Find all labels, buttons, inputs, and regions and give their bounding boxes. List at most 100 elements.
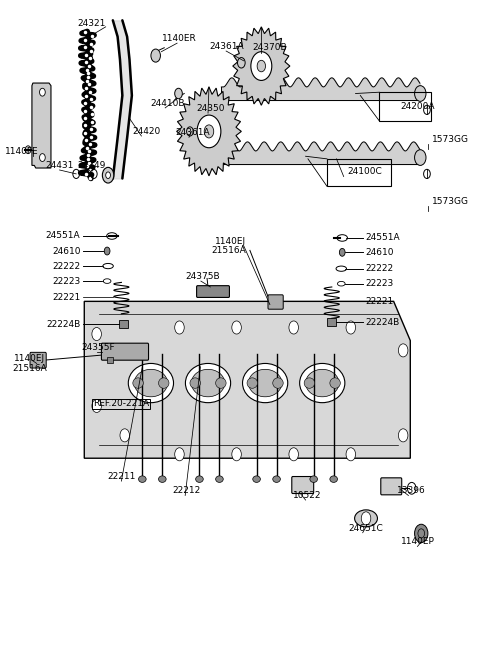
FancyBboxPatch shape bbox=[197, 286, 229, 297]
Text: 24610: 24610 bbox=[365, 248, 394, 257]
Ellipse shape bbox=[133, 378, 144, 388]
FancyBboxPatch shape bbox=[30, 352, 46, 368]
Ellipse shape bbox=[158, 378, 169, 388]
Circle shape bbox=[232, 321, 241, 334]
Ellipse shape bbox=[134, 369, 168, 397]
Ellipse shape bbox=[249, 369, 282, 397]
Circle shape bbox=[346, 321, 356, 334]
Text: 22222: 22222 bbox=[52, 261, 81, 271]
Text: 1140EJ: 1140EJ bbox=[14, 354, 45, 363]
FancyBboxPatch shape bbox=[327, 318, 336, 326]
Circle shape bbox=[232, 448, 241, 461]
Polygon shape bbox=[177, 87, 241, 176]
Text: 24551A: 24551A bbox=[365, 233, 400, 242]
Ellipse shape bbox=[192, 369, 225, 397]
Circle shape bbox=[25, 146, 31, 154]
Circle shape bbox=[415, 86, 426, 102]
Circle shape bbox=[339, 248, 345, 256]
Ellipse shape bbox=[304, 378, 314, 388]
Text: 13396: 13396 bbox=[397, 487, 426, 495]
FancyBboxPatch shape bbox=[107, 357, 113, 364]
Text: 1140EP: 1140EP bbox=[400, 537, 434, 546]
Text: 1140FE: 1140FE bbox=[5, 147, 38, 155]
FancyBboxPatch shape bbox=[101, 343, 148, 360]
Circle shape bbox=[398, 344, 408, 357]
Ellipse shape bbox=[158, 476, 166, 482]
FancyBboxPatch shape bbox=[381, 478, 402, 495]
Circle shape bbox=[251, 52, 272, 81]
Ellipse shape bbox=[247, 378, 258, 388]
Text: 22223: 22223 bbox=[365, 279, 393, 288]
Ellipse shape bbox=[273, 378, 283, 388]
Text: 24370B: 24370B bbox=[252, 43, 287, 52]
Text: 10522: 10522 bbox=[293, 491, 321, 500]
Text: 24100C: 24100C bbox=[347, 168, 382, 176]
Circle shape bbox=[175, 448, 184, 461]
Circle shape bbox=[257, 60, 265, 72]
Circle shape bbox=[175, 88, 182, 99]
Ellipse shape bbox=[185, 364, 230, 403]
Ellipse shape bbox=[310, 476, 317, 482]
Circle shape bbox=[39, 88, 45, 96]
Text: 24551A: 24551A bbox=[46, 231, 81, 240]
Text: 22221: 22221 bbox=[365, 297, 393, 306]
Circle shape bbox=[104, 247, 110, 255]
Circle shape bbox=[92, 328, 101, 341]
Ellipse shape bbox=[330, 378, 340, 388]
Circle shape bbox=[238, 58, 245, 68]
Text: 22222: 22222 bbox=[365, 264, 393, 273]
Text: 1140EJ: 1140EJ bbox=[215, 236, 246, 246]
Text: 1573GG: 1573GG bbox=[432, 135, 468, 143]
Circle shape bbox=[175, 321, 184, 334]
Text: 24361A: 24361A bbox=[210, 42, 244, 51]
Text: 22221: 22221 bbox=[52, 293, 81, 302]
Text: 24350: 24350 bbox=[196, 104, 225, 113]
Circle shape bbox=[39, 154, 45, 162]
Text: 24410B: 24410B bbox=[150, 99, 185, 108]
FancyBboxPatch shape bbox=[268, 295, 283, 309]
Circle shape bbox=[204, 125, 214, 138]
Circle shape bbox=[289, 321, 299, 334]
Text: 24355F: 24355F bbox=[82, 343, 115, 352]
Text: 21516A: 21516A bbox=[211, 246, 246, 255]
Polygon shape bbox=[233, 27, 290, 105]
Circle shape bbox=[346, 448, 356, 461]
Text: 24610: 24610 bbox=[52, 246, 81, 255]
Text: 1140ER: 1140ER bbox=[162, 34, 197, 43]
Text: 22212: 22212 bbox=[172, 487, 201, 495]
Circle shape bbox=[187, 127, 193, 136]
Ellipse shape bbox=[216, 378, 226, 388]
Text: 24200A: 24200A bbox=[400, 102, 435, 111]
Ellipse shape bbox=[139, 476, 146, 482]
FancyBboxPatch shape bbox=[292, 477, 314, 493]
Polygon shape bbox=[84, 301, 410, 458]
Text: 22223: 22223 bbox=[52, 276, 81, 286]
Ellipse shape bbox=[330, 476, 337, 482]
Text: 24651C: 24651C bbox=[348, 523, 384, 533]
Ellipse shape bbox=[242, 364, 288, 403]
Ellipse shape bbox=[355, 510, 377, 527]
Ellipse shape bbox=[300, 364, 345, 403]
Text: 22224B: 22224B bbox=[46, 320, 81, 329]
Text: 21516A: 21516A bbox=[12, 364, 47, 373]
Circle shape bbox=[361, 512, 371, 525]
Ellipse shape bbox=[216, 476, 223, 482]
Circle shape bbox=[415, 524, 428, 542]
Circle shape bbox=[151, 49, 160, 62]
Circle shape bbox=[398, 429, 408, 442]
Circle shape bbox=[92, 400, 101, 413]
Text: 22211: 22211 bbox=[107, 472, 135, 481]
Ellipse shape bbox=[190, 378, 201, 388]
FancyBboxPatch shape bbox=[119, 320, 128, 328]
Circle shape bbox=[106, 172, 110, 178]
Text: 1573GG: 1573GG bbox=[432, 197, 468, 206]
Ellipse shape bbox=[196, 476, 203, 482]
Text: 24349: 24349 bbox=[77, 161, 106, 170]
Circle shape bbox=[415, 150, 426, 166]
Circle shape bbox=[102, 168, 114, 183]
Polygon shape bbox=[32, 83, 51, 168]
Ellipse shape bbox=[273, 476, 280, 482]
Text: 24375B: 24375B bbox=[185, 272, 220, 281]
Circle shape bbox=[197, 115, 221, 148]
Text: 22224B: 22224B bbox=[365, 318, 399, 327]
